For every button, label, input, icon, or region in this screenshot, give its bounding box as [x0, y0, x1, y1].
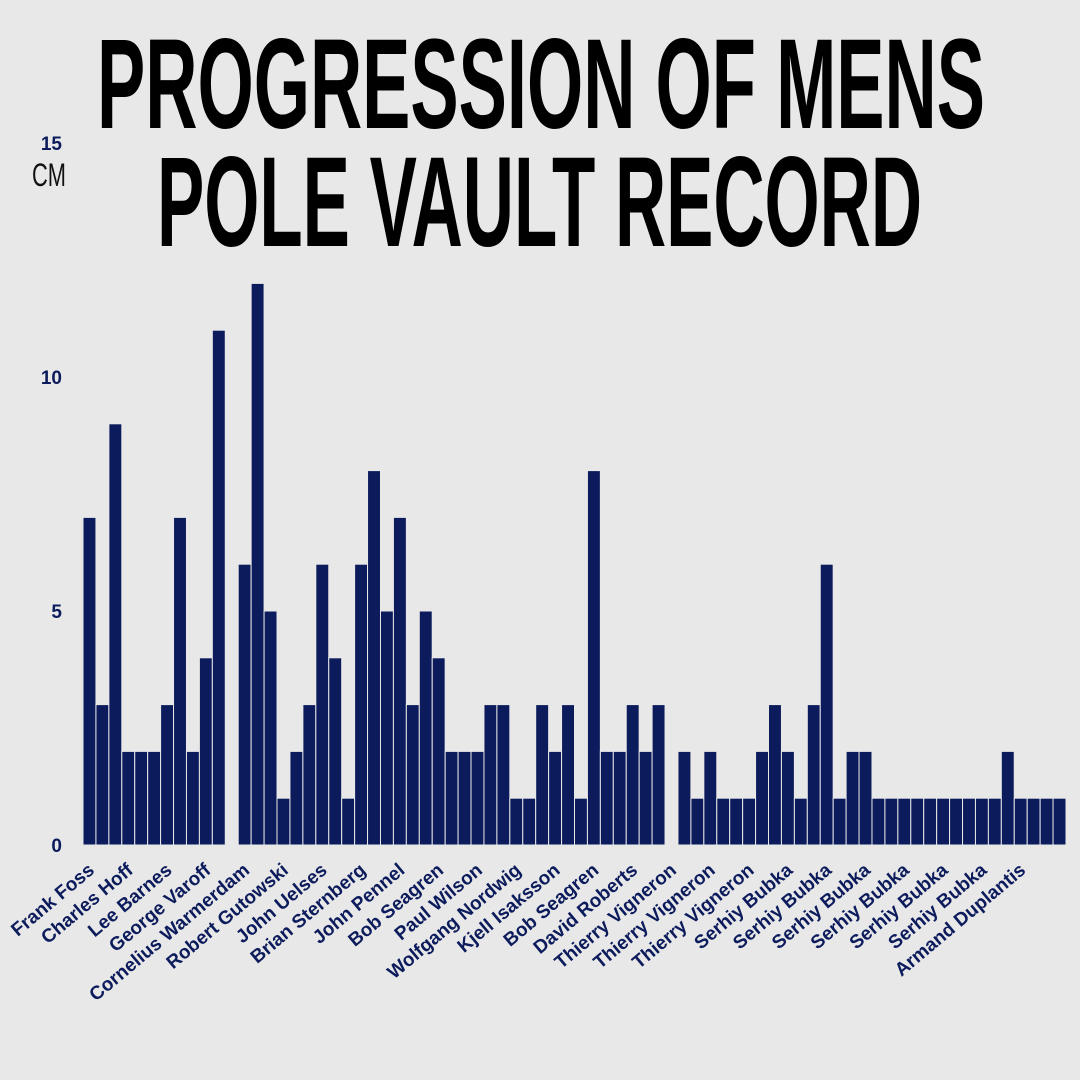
- bar: [431, 657, 446, 846]
- bar: [936, 797, 951, 846]
- bar: [535, 704, 550, 846]
- bar: [289, 750, 304, 846]
- bar: [612, 750, 627, 846]
- bar: [1052, 797, 1067, 846]
- bar: [897, 797, 912, 846]
- bar: [574, 797, 588, 846]
- bar: [185, 750, 200, 846]
- bar: [793, 797, 808, 846]
- bar: [237, 563, 252, 846]
- y-tick-label: 0: [51, 836, 62, 857]
- bar: [276, 797, 291, 846]
- bar: [496, 704, 511, 846]
- bar: [315, 563, 330, 846]
- bar: [561, 704, 576, 846]
- bar: [586, 470, 601, 846]
- bar: [509, 797, 524, 846]
- bar: [418, 610, 433, 846]
- bar: [974, 797, 989, 846]
- chart-title: POLE VAULT RECORD: [157, 131, 922, 274]
- bar: [845, 750, 860, 846]
- bar: [483, 704, 498, 846]
- bar: [690, 797, 705, 846]
- bar: [173, 516, 187, 846]
- bar: [405, 704, 420, 846]
- bar: [819, 563, 834, 846]
- bar: [858, 750, 873, 846]
- bar: [341, 797, 356, 846]
- bar: [108, 423, 123, 846]
- bar: [832, 797, 847, 846]
- bar: [328, 657, 343, 846]
- bar: [716, 797, 731, 846]
- bar: [729, 797, 744, 846]
- bar: [755, 750, 770, 846]
- bar: [392, 516, 407, 846]
- bar: [1000, 750, 1015, 846]
- bar: [742, 797, 757, 846]
- bar: [651, 704, 666, 846]
- bar: [211, 329, 226, 846]
- bar: [354, 563, 369, 846]
- bar: [677, 750, 692, 846]
- bar: [962, 797, 976, 846]
- bar: [548, 750, 563, 846]
- bar: [198, 657, 213, 846]
- bar: [1026, 797, 1041, 846]
- bar: [703, 750, 718, 846]
- bar: [367, 470, 381, 846]
- bar: [768, 704, 782, 846]
- bar: [806, 704, 821, 846]
- bar: [599, 750, 614, 846]
- bar: [121, 750, 136, 846]
- bar: [250, 282, 265, 846]
- bar: [160, 704, 175, 846]
- bar: [82, 516, 97, 846]
- chart-title: PROGRESSION OF MENS: [97, 13, 985, 156]
- bar: [457, 750, 472, 846]
- bar: [625, 704, 640, 846]
- y-axis-label: CM: [32, 157, 66, 193]
- bar: [871, 797, 886, 846]
- bar: [910, 797, 925, 846]
- bar: [949, 797, 964, 846]
- y-tick-label: 15: [41, 134, 63, 155]
- bar: [134, 750, 149, 846]
- bar: [263, 610, 278, 846]
- bar: [884, 797, 899, 846]
- bar: [1039, 797, 1054, 846]
- bar: [147, 750, 162, 846]
- bar: [987, 797, 1002, 846]
- y-tick-label: 5: [51, 602, 62, 623]
- bar: [638, 750, 653, 846]
- bar: [1013, 797, 1028, 846]
- bar: [302, 704, 317, 846]
- bar: [379, 610, 394, 846]
- bar: [95, 704, 110, 846]
- bar: [923, 797, 938, 846]
- bar: [444, 750, 459, 846]
- bar: [522, 797, 537, 846]
- y-tick-label: 10: [41, 368, 62, 389]
- bar: [470, 750, 485, 846]
- bar: [780, 750, 795, 846]
